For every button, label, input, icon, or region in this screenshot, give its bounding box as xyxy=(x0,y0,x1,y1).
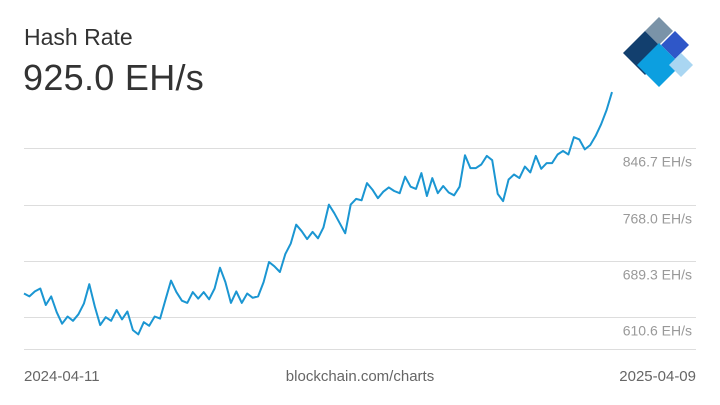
y-tick-label: 689.3 EH/s xyxy=(623,267,692,283)
end-date-label: 2025-04-09 xyxy=(619,368,696,385)
chart-title: Hash Rate xyxy=(24,24,133,50)
logo-piece-bottom xyxy=(637,43,681,87)
blockchain-logo[interactable] xyxy=(623,17,695,89)
current-hash-rate: 925.0 EH/s xyxy=(23,57,205,98)
y-tick-label: 768.0 EH/s xyxy=(623,211,692,227)
y-tick-label: 610.6 EH/s xyxy=(623,323,692,339)
source-link[interactable]: blockchain.com/charts xyxy=(285,368,435,385)
y-tick-labels: 846.7 EH/s 768.0 EH/s 689.3 EH/s 610.6 EH/s xyxy=(623,154,692,339)
grid-lines xyxy=(24,148,696,350)
hash-rate-line xyxy=(23,91,613,336)
start-date-label: 2024-04-11 xyxy=(24,368,100,385)
y-tick-label: 846.7 EH/s xyxy=(623,154,692,170)
logo-piece-corner xyxy=(669,53,693,77)
